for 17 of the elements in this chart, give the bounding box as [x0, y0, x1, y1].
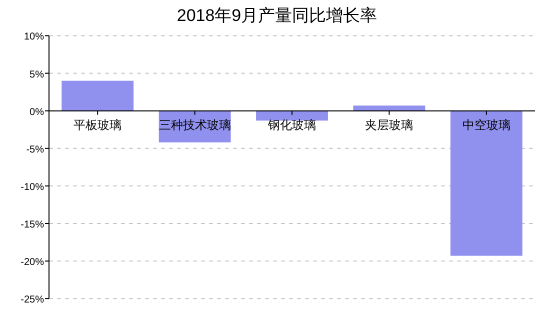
- x-tick-label: 中空玻璃: [462, 118, 510, 132]
- bar: [450, 110, 522, 256]
- x-tick-label: 平板玻璃: [74, 118, 122, 132]
- y-tick-label: -10%: [20, 182, 44, 193]
- y-tick-label: -5%: [26, 144, 44, 156]
- x-tick-label: 钢化玻璃: [267, 118, 316, 132]
- x-tick-label: 夹层玻璃: [365, 118, 414, 132]
- bar: [353, 106, 426, 111]
- x-tick-label: 三种技术玻璃: [158, 118, 231, 132]
- y-tick-label: -20%: [20, 257, 44, 268]
- y-tick-label: -15%: [20, 219, 44, 230]
- chart-title: 2018年9月产量同比增长率: [176, 6, 378, 25]
- y-tick-label: 5%: [30, 69, 44, 80]
- y-tick-label: 0%: [30, 106, 44, 118]
- bar: [62, 80, 134, 111]
- y-tick-label: -25%: [20, 294, 44, 306]
- y-tick-label: 10%: [24, 32, 44, 43]
